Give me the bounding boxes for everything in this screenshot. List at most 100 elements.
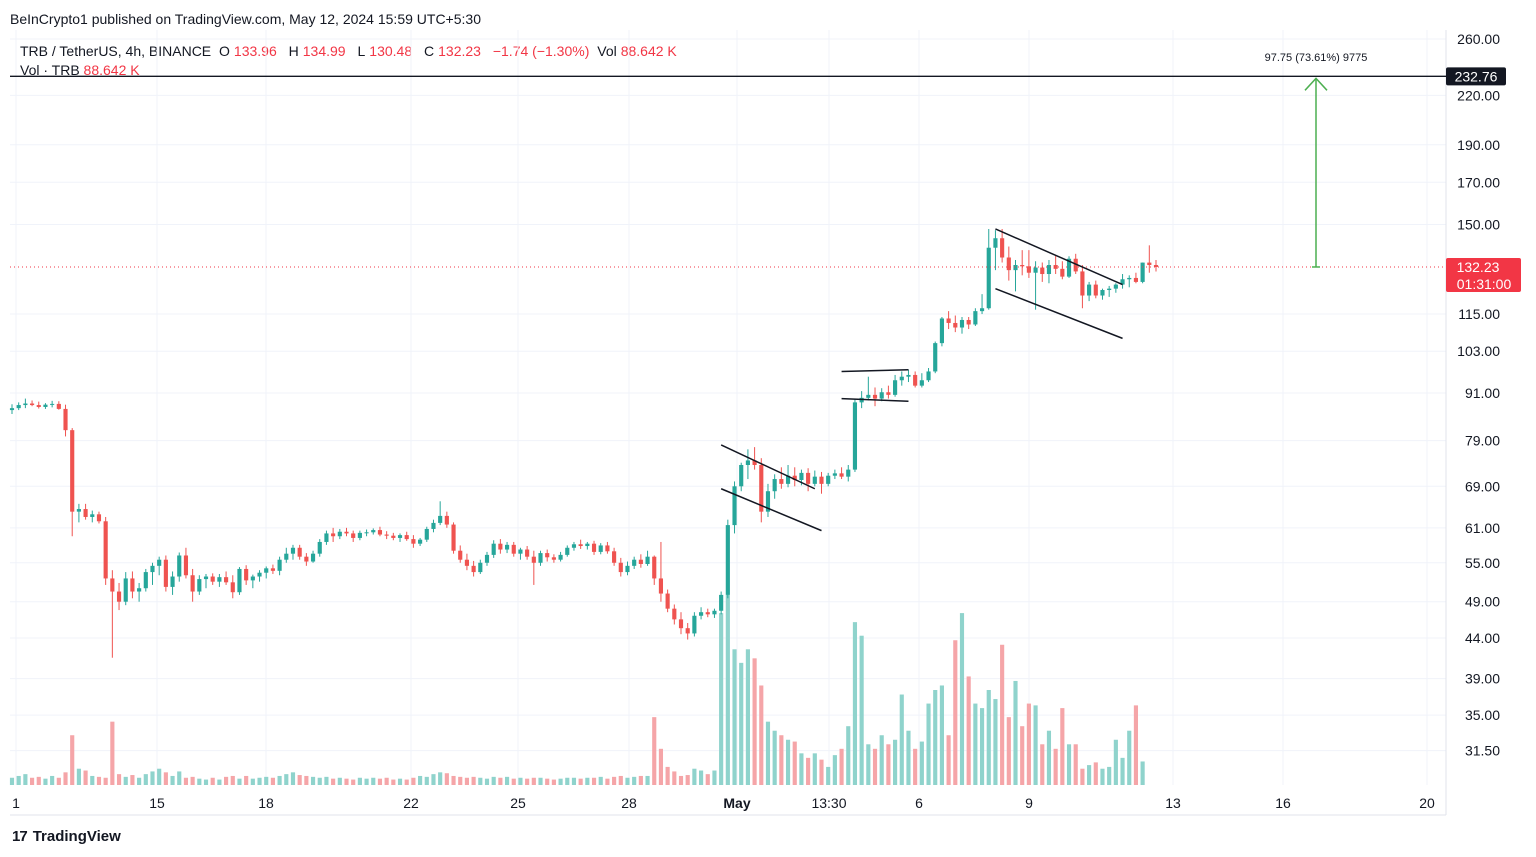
volume-bar bbox=[1000, 644, 1005, 785]
high-label: H bbox=[288, 43, 299, 59]
volume-bar bbox=[966, 676, 971, 785]
candle-body bbox=[304, 556, 309, 562]
price-tick-label: 91.00 bbox=[1465, 385, 1500, 401]
candle-body bbox=[893, 380, 898, 395]
candle-body bbox=[705, 612, 710, 615]
candle-body bbox=[344, 531, 349, 534]
volume-series-value: 88.642 K bbox=[83, 62, 140, 78]
candle-body bbox=[444, 515, 449, 525]
volume-bar bbox=[418, 775, 423, 785]
candle-body bbox=[933, 343, 938, 372]
volume-bar bbox=[678, 775, 684, 785]
volume-bar bbox=[973, 703, 978, 785]
candle-body bbox=[438, 515, 443, 523]
volume-bar bbox=[919, 741, 924, 785]
candle-body bbox=[792, 475, 797, 481]
volume-bar bbox=[551, 779, 556, 785]
candle-body bbox=[270, 568, 275, 571]
volume-bar bbox=[377, 778, 383, 785]
candle-body bbox=[1020, 265, 1025, 267]
volume-bar bbox=[1020, 726, 1025, 785]
candle-body bbox=[1040, 267, 1045, 275]
price-axis[interactable]: 260.00 220.00 190.00 170.00 150.00 115.00 103.… bbox=[1446, 31, 1521, 759]
candle-body bbox=[157, 559, 162, 566]
volume-series-label[interactable]: Vol · TRB bbox=[20, 62, 80, 78]
volume-bar bbox=[230, 775, 235, 785]
volume-bar bbox=[451, 775, 456, 785]
volume-bar bbox=[324, 776, 329, 785]
candle-body bbox=[317, 541, 322, 554]
flag-3-upper bbox=[995, 228, 1123, 286]
volume-bar bbox=[906, 730, 911, 785]
volume-bar bbox=[638, 775, 643, 785]
candle-body bbox=[257, 572, 262, 577]
volume-bar bbox=[217, 779, 222, 785]
volume-bar bbox=[411, 777, 416, 785]
volume-bar bbox=[785, 739, 791, 785]
candle-body bbox=[1153, 265, 1159, 267]
candle-body bbox=[411, 539, 416, 544]
time-tick-label: 18 bbox=[258, 795, 274, 811]
volume-bar bbox=[779, 735, 784, 785]
volume-bar bbox=[1053, 748, 1058, 785]
candle-body bbox=[103, 521, 108, 579]
volume-legend: Vol · TRB 88.642 K bbox=[20, 62, 140, 78]
volume-bar bbox=[872, 748, 878, 785]
candle-body bbox=[645, 556, 650, 564]
volume-bar bbox=[371, 777, 376, 785]
horizontal-line-tag bbox=[1446, 67, 1506, 86]
candle-body bbox=[1113, 284, 1118, 289]
candle-body bbox=[846, 469, 851, 477]
volume-bar bbox=[732, 649, 737, 785]
candle-body bbox=[16, 405, 21, 409]
candle-body bbox=[678, 619, 684, 629]
volume-bar bbox=[792, 741, 797, 785]
volume-bar bbox=[76, 768, 81, 785]
volume-bar bbox=[464, 777, 469, 785]
time-axis[interactable]: 1 15 18 22 25 28 May 13:30 6 9 13 16 20 bbox=[12, 795, 1435, 811]
candle-body bbox=[812, 476, 817, 484]
last-price-tag bbox=[1446, 257, 1521, 292]
candle-body bbox=[585, 543, 590, 547]
candle-body bbox=[43, 404, 48, 407]
volume-bar bbox=[277, 775, 282, 785]
high-value: 134.99 bbox=[302, 43, 346, 59]
countdown-value: 01:31:00 bbox=[1457, 276, 1512, 292]
volume-bar bbox=[699, 770, 704, 785]
candle-body bbox=[672, 608, 677, 620]
candle-body bbox=[371, 530, 376, 533]
tradingview-footer: 17 TradingView bbox=[12, 828, 121, 845]
candle-body bbox=[525, 549, 530, 557]
candle-body bbox=[618, 562, 623, 573]
candle-body bbox=[451, 524, 456, 551]
candle-body bbox=[471, 565, 476, 573]
volume-bar bbox=[397, 778, 403, 785]
candle-body bbox=[832, 473, 837, 476]
volume-bar bbox=[478, 777, 483, 785]
candle-body bbox=[538, 553, 543, 563]
price-tick-label: 31.50 bbox=[1465, 743, 1500, 759]
volume-bar bbox=[953, 640, 958, 785]
candle-body bbox=[953, 322, 958, 328]
flag-1-lower bbox=[720, 488, 822, 532]
candle-body bbox=[1093, 284, 1098, 296]
volume-bar bbox=[130, 775, 135, 785]
volume-bar bbox=[625, 777, 630, 785]
volume-bar bbox=[163, 772, 168, 785]
candle-body bbox=[29, 403, 35, 406]
volume-bar bbox=[70, 735, 75, 785]
candle-body bbox=[511, 544, 516, 554]
volume-bar bbox=[250, 778, 255, 785]
volume-bar bbox=[50, 775, 55, 785]
volume-bar bbox=[170, 775, 175, 785]
drawings: 97.75 (73.61%) 9775 bbox=[10, 52, 1446, 532]
candle-body bbox=[277, 559, 282, 571]
volume-bar bbox=[96, 776, 102, 785]
volume-bar bbox=[658, 748, 664, 785]
price-tick-label: 190.00 bbox=[1457, 137, 1500, 153]
volume-bar bbox=[899, 694, 904, 785]
symbol-name[interactable]: TRB / TetherUS, 4h, BINANCE bbox=[20, 43, 212, 59]
brand-name: TradingView bbox=[32, 828, 121, 845]
volume-bar bbox=[23, 774, 28, 785]
